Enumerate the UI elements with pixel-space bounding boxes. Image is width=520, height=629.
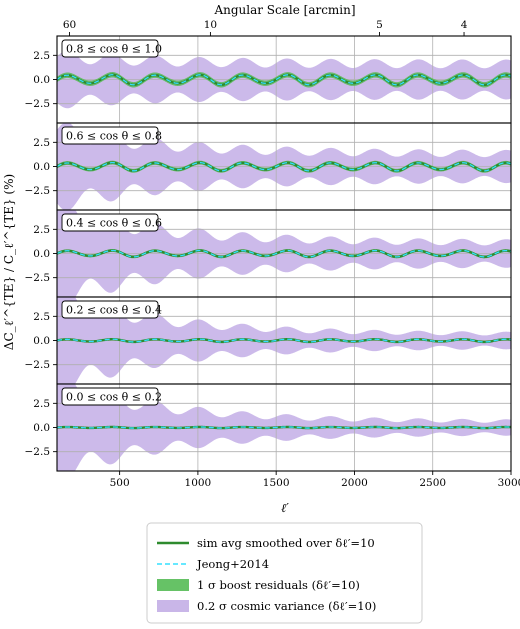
legend-label: sim avg smoothed over δℓ′=10 <box>197 536 375 550</box>
jeong-2014-line <box>57 426 511 429</box>
y-tick-label: 0.0 <box>33 422 50 434</box>
panel-4: 2.5 0.0 −2.5 0.0 ≤ cos θ ≤ 0.2 <box>25 383 512 472</box>
panel-label-text: 0.4 ≤ cos θ ≤ 0.6 <box>66 217 162 230</box>
y-tick-label: 2.5 <box>33 398 50 410</box>
top-tick-label: 4 <box>461 19 468 31</box>
top-tick-label: 60 <box>63 19 76 31</box>
legend-entry-2: 1 σ boost residuals (δℓ′=10) <box>157 578 360 592</box>
y-tick-label: 2.5 <box>33 311 50 323</box>
y-tick-label: 2.5 <box>33 224 50 236</box>
x-tick-label: 2500 <box>419 477 446 489</box>
jeong-2014-line <box>57 338 511 343</box>
panel-0: 2.5 0.0 −2.5 0.8 ≤ cos θ ≤ 1.0 <box>25 35 512 124</box>
top-axis-title: Angular Scale [arcmin] <box>213 3 355 17</box>
panel-label-text: 0.8 ≤ cos θ ≤ 1.0 <box>66 43 162 56</box>
legend-label: 1 σ boost residuals (δℓ′=10) <box>197 578 360 592</box>
panel-2: 2.5 0.0 −2.5 0.4 ≤ cos θ ≤ 0.6 <box>25 209 512 298</box>
jeong-2014-line <box>57 249 511 258</box>
y-tick-label: −2.5 <box>25 446 51 458</box>
panel-label: 0.2 ≤ cos θ ≤ 0.4 <box>61 300 162 319</box>
legend-entry-0: sim avg smoothed over δℓ′=10 <box>157 536 375 550</box>
legend-entry-1: Jeong+2014 <box>157 557 269 571</box>
x-tick-label: 2000 <box>341 477 368 489</box>
legend-label: Jeong+2014 <box>196 557 269 571</box>
legend: sim avg smoothed over δℓ′=10 Jeong+2014 1 … <box>146 522 423 624</box>
y-axis-label: ΔC_ℓ′^{TE} / C_ℓ′^{TE} (%) <box>2 174 16 350</box>
x-tick-label: 500 <box>110 477 130 489</box>
panel-3: 2.5 0.0 −2.5 0.2 ≤ cos θ ≤ 0.4 <box>25 296 512 385</box>
x-tick-label: 1000 <box>185 477 212 489</box>
panel-label-text: 0.6 ≤ cos θ ≤ 0.8 <box>66 130 162 143</box>
panel-label-text: 0.2 ≤ cos θ ≤ 0.4 <box>66 304 162 317</box>
y-tick-label: 0.0 <box>33 248 50 260</box>
legend-entry-3: 0.2 σ cosmic variance (δℓ′=10) <box>157 599 376 613</box>
legend-frame <box>146 522 423 624</box>
jeong-2014-line <box>57 74 511 86</box>
x-tick-label: 1500 <box>263 477 290 489</box>
panel-label: 0.4 ≤ cos θ ≤ 0.6 <box>61 213 162 232</box>
y-tick-label: −2.5 <box>25 185 51 197</box>
jeong-2014-line <box>57 161 511 172</box>
y-tick-label: 2.5 <box>33 50 50 62</box>
y-tick-label: 0.0 <box>33 335 50 347</box>
x-tick-label: 3000 <box>498 477 520 489</box>
y-tick-label: 0.0 <box>33 161 50 173</box>
panels: 2.5 0.0 −2.5 0.8 ≤ cos θ ≤ 1.0 2.5 0.0 −2.5 0.6… <box>25 35 512 472</box>
y-tick-label: −2.5 <box>25 359 51 371</box>
top-tick-label: 10 <box>204 19 217 31</box>
panel-label: 0.0 ≤ cos θ ≤ 0.2 <box>61 387 162 406</box>
y-tick-label: −2.5 <box>25 98 51 110</box>
top-axis-ticks: 60 10 5 4 <box>63 19 468 36</box>
y-tick-label: 2.5 <box>33 137 50 149</box>
x-axis-ticks: 500 1000 1500 2000 2500 3000 <box>110 471 520 489</box>
panel-label: 0.6 ≤ cos θ ≤ 0.8 <box>61 126 162 145</box>
panel-label-text: 0.0 ≤ cos θ ≤ 0.2 <box>66 391 162 404</box>
legend-swatch <box>157 579 189 591</box>
panel-1: 2.5 0.0 −2.5 0.6 ≤ cos θ ≤ 0.8 <box>25 122 512 211</box>
legend-items: sim avg smoothed over δℓ′=10 Jeong+2014 1 … <box>157 536 376 613</box>
top-tick-label: 5 <box>376 19 383 31</box>
panel-label: 0.8 ≤ cos θ ≤ 1.0 <box>61 39 162 58</box>
legend-swatch <box>157 600 189 612</box>
y-tick-label: −2.5 <box>25 272 51 284</box>
legend-label: 0.2 σ cosmic variance (δℓ′=10) <box>197 599 376 613</box>
x-axis-label: ℓ′ <box>281 501 289 515</box>
y-tick-label: 0.0 <box>33 74 50 86</box>
